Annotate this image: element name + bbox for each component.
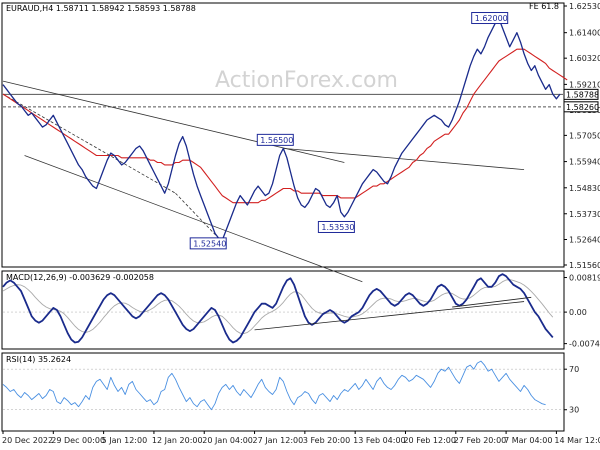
x-tick-label: 20 Feb 12:00 bbox=[403, 436, 455, 445]
rsi-layer: 70 30 bbox=[2, 360, 579, 415]
price-layer: 1.625301.614001.603201.592101.581301.570… bbox=[2, 2, 600, 283]
macd-tick-label: -0.007466 bbox=[569, 340, 600, 349]
price-tick-label: 1.62530 bbox=[569, 2, 600, 11]
x-tick-label: 27 Feb 20:00 bbox=[454, 436, 506, 445]
dashed-projection-line bbox=[2, 93, 176, 194]
rsi-tick-label: 70 bbox=[569, 365, 579, 374]
x-tick-label: 29 Dec 00:00 bbox=[51, 436, 105, 445]
price-tick-label: 1.53730 bbox=[569, 210, 600, 219]
x-tick-label: 3 Feb 20:00 bbox=[303, 436, 350, 445]
rsi-header: RSI(14) 35.2624 bbox=[6, 355, 71, 364]
price-tick-label: 1.55940 bbox=[569, 158, 600, 167]
price-line bbox=[2, 17, 561, 242]
level-annotation-label: 1.53530 bbox=[321, 223, 354, 232]
price-axis-box bbox=[563, 101, 599, 113]
x-tick-label: 20 Dec 2022 bbox=[2, 436, 53, 445]
level-annotation-label: 1.62000 bbox=[475, 14, 508, 23]
level-annotation-box bbox=[256, 133, 294, 146]
x-tick-label: 27 Jan 12:00 bbox=[253, 436, 304, 445]
watermark: ActionForex.com bbox=[215, 68, 398, 93]
rsi-line bbox=[2, 360, 546, 411]
price-tick-label: 1.57050 bbox=[569, 131, 600, 140]
price-axis-box bbox=[563, 88, 599, 100]
moving-average-line bbox=[2, 48, 568, 204]
x-tick-label: 12 Jan 20:00 bbox=[152, 436, 203, 445]
level-annotation-label: 1.56500 bbox=[260, 136, 293, 145]
level-annotation-label: 1.52540 bbox=[193, 239, 226, 248]
level-annotation-box bbox=[189, 237, 227, 250]
level-annotation-box bbox=[317, 220, 355, 233]
macd-tick-label: 0.008191 bbox=[569, 274, 600, 283]
x-tick-label: 14 Mar 12:00 bbox=[554, 436, 600, 445]
x-tick-label: 5 Jan 12:00 bbox=[102, 436, 148, 445]
macd-tick-label: 0.00 bbox=[569, 308, 587, 317]
macd-panel-frame bbox=[1, 270, 565, 350]
channel-trendline bbox=[283, 147, 525, 171]
level-annotation-box bbox=[471, 12, 509, 25]
x-tick-label: 7 Mar 04:00 bbox=[504, 436, 552, 445]
price-tick-label: 1.52640 bbox=[569, 236, 600, 245]
macd-signal-line bbox=[2, 279, 554, 335]
corner-tag: FE 61.8 bbox=[529, 2, 559, 11]
channel-trendline bbox=[24, 155, 363, 283]
macd-trendline bbox=[452, 296, 532, 308]
x-tick-label: 13 Feb 04:00 bbox=[353, 436, 405, 445]
dashed-projection-line bbox=[175, 192, 223, 243]
price-tick-label: 1.54830 bbox=[569, 184, 600, 193]
x-tick-label: 20 Jan 04:00 bbox=[202, 436, 253, 445]
price-axis-box-label: 1.58260 bbox=[566, 103, 599, 112]
macd-line bbox=[2, 273, 554, 344]
price-tick-label: 1.51560 bbox=[569, 261, 600, 270]
macd-trendline bbox=[254, 301, 525, 331]
price-tick-label: 1.60320 bbox=[569, 54, 600, 63]
price-tick-label: 1.59210 bbox=[569, 80, 600, 89]
symbol-header: EURAUD,H4 1.58711 1.58942 1.58593 1.5878… bbox=[6, 4, 196, 13]
rsi-tick-label: 30 bbox=[569, 406, 579, 415]
macd-layer: 0.008191 0.00 -0.007466 bbox=[2, 273, 600, 349]
price-tick-label: 1.61400 bbox=[569, 29, 600, 38]
price-axis-box-label: 1.58788 bbox=[566, 90, 599, 99]
macd-header: MACD(12,26,9) -0.003629 -0.002058 bbox=[6, 273, 154, 282]
rsi-panel-frame bbox=[1, 352, 565, 432]
